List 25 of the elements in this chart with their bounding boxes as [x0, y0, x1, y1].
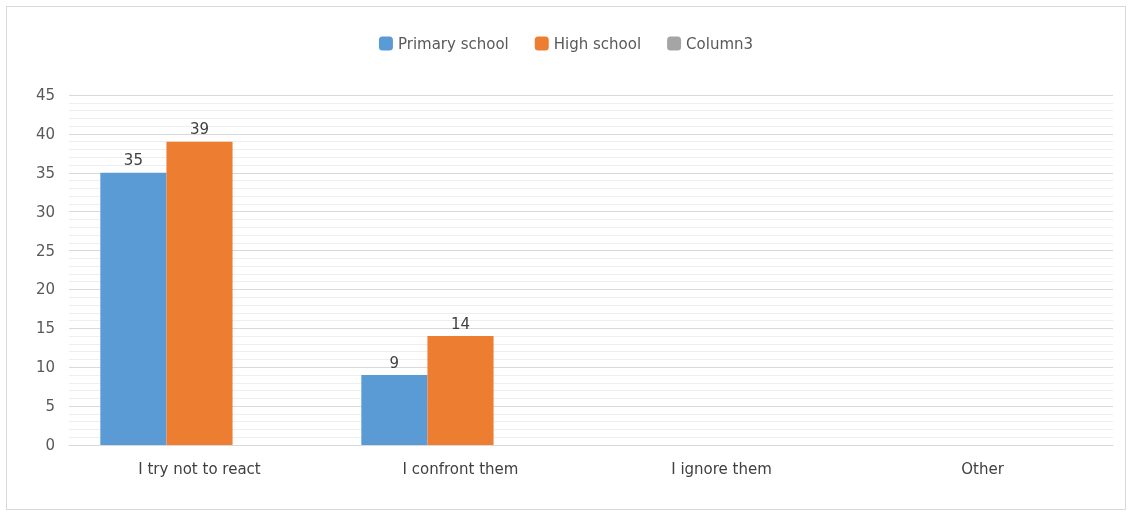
y-tick-label: 10	[35, 358, 55, 377]
data-label: 39	[189, 120, 210, 139]
y-tick-label: 0	[45, 436, 55, 454]
x-tick-label: Other	[961, 459, 1005, 478]
bar	[427, 336, 494, 445]
bar	[100, 172, 167, 445]
y-tick-label: 20	[35, 280, 55, 299]
bar	[166, 141, 233, 445]
data-label: 35	[123, 151, 143, 170]
legend-label: Primary school	[397, 34, 509, 53]
data-label: 14	[450, 314, 471, 333]
y-tick-label: 45	[35, 86, 55, 104]
x-tick-label: I confront them	[402, 459, 519, 478]
y-tick-label: 35	[35, 163, 55, 182]
y-tick-label: 5	[45, 397, 55, 416]
legend-label: High school	[553, 34, 642, 53]
y-tick-label: 30	[35, 202, 55, 221]
bar	[361, 375, 428, 445]
y-tick-label: 15	[35, 319, 55, 338]
x-tick-label: I try not to react	[138, 459, 261, 478]
legend-label: Column3	[686, 34, 754, 53]
x-tick-label: I ignore them	[671, 459, 772, 478]
data-label: 9	[389, 353, 400, 372]
y-tick-label: 25	[35, 241, 55, 260]
y-tick-label: 40	[35, 124, 55, 143]
